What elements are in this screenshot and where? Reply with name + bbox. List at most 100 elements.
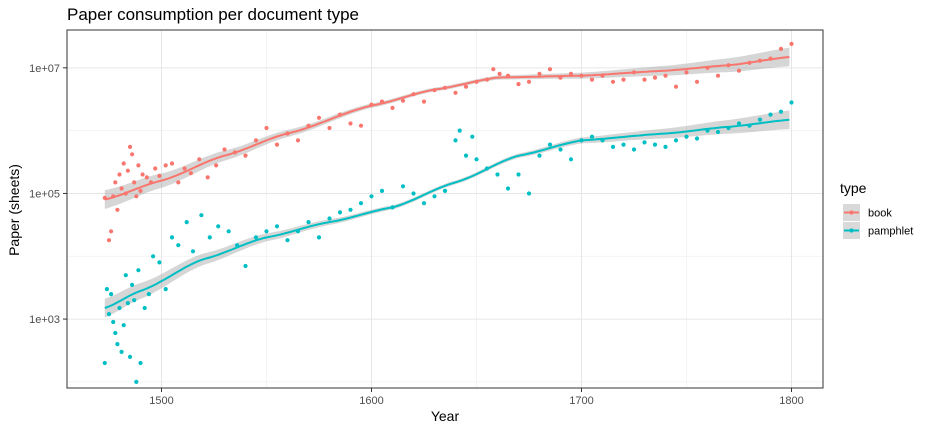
point-book	[134, 194, 139, 199]
point-pamphlet	[125, 301, 130, 306]
point-pamphlet	[457, 128, 462, 133]
point-pamphlet	[684, 134, 689, 139]
point-pamphlet	[176, 243, 181, 248]
legend-title: type	[840, 180, 867, 196]
point-book	[621, 77, 626, 82]
point-book	[127, 144, 133, 149]
point-book	[516, 82, 521, 87]
point-book	[144, 175, 149, 180]
point-book	[789, 41, 794, 47]
point-pamphlet	[109, 292, 114, 297]
point-pamphlet	[216, 224, 221, 229]
point-book	[642, 77, 647, 82]
point-pamphlet	[558, 147, 563, 152]
point-book	[264, 125, 269, 131]
point-pamphlet	[142, 305, 147, 311]
point-pamphlet	[184, 220, 189, 225]
point-book	[327, 125, 332, 131]
point-pamphlet	[190, 249, 196, 254]
point-book	[163, 163, 168, 168]
point-pamphlet	[379, 188, 385, 193]
point-pamphlet	[516, 172, 521, 177]
x-axis-title: Year	[431, 408, 460, 424]
axes: 1500 1600 1700 1800 1e+03 1e+05 1e+07	[29, 29, 824, 407]
point-pamphlet	[537, 153, 542, 158]
point-pamphlet	[119, 349, 124, 354]
point-pamphlet	[127, 354, 133, 359]
point-pamphlet	[432, 194, 437, 199]
point-book	[113, 180, 118, 185]
point-book	[421, 99, 427, 104]
point-pamphlet	[134, 379, 139, 384]
point-pamphlet	[694, 136, 700, 141]
point-pamphlet	[470, 134, 475, 139]
x-tick-label: 1500	[149, 395, 173, 407]
point-pamphlet	[151, 254, 156, 259]
point-book	[589, 77, 595, 82]
point-book	[176, 180, 181, 185]
point-book	[694, 79, 700, 84]
smooth-lines	[104, 56, 790, 309]
point-pamphlet	[132, 298, 137, 303]
point-book	[130, 152, 135, 157]
point-book	[778, 46, 784, 52]
point-pamphlet	[264, 229, 269, 234]
point-pamphlet	[421, 201, 427, 206]
smooth-bands	[104, 47, 790, 318]
point-pamphlet	[463, 153, 469, 158]
point-pamphlet	[226, 229, 231, 234]
point-book	[491, 67, 496, 72]
point-pamphlet	[306, 220, 311, 225]
y-axis-title: Paper (sheets)	[6, 164, 22, 256]
point-pamphlet	[285, 238, 290, 243]
point-pamphlet	[102, 360, 107, 366]
point-book	[153, 166, 158, 171]
point-book	[136, 163, 141, 168]
point-book	[169, 161, 175, 166]
point-book	[274, 142, 280, 147]
point-book	[197, 157, 202, 162]
point-book	[115, 207, 120, 212]
point-pamphlet	[757, 117, 763, 122]
point-pamphlet	[400, 184, 406, 189]
point-book	[610, 79, 616, 84]
point-book	[400, 98, 406, 103]
point-book	[547, 67, 553, 72]
legend-label: pamphlet	[868, 226, 913, 238]
point-pamphlet	[652, 142, 658, 147]
point-pamphlet	[113, 330, 118, 336]
point-pamphlet	[642, 140, 647, 145]
point-book	[214, 163, 219, 168]
point-book	[295, 138, 301, 143]
point-pamphlet	[715, 129, 721, 135]
point-pamphlet	[123, 273, 128, 278]
point-book	[348, 121, 353, 126]
point-pamphlet	[768, 112, 773, 117]
point-book	[222, 147, 227, 152]
point-book	[125, 168, 130, 173]
legend-item-pamphlet: pamphlet	[843, 222, 913, 239]
point-pamphlet	[274, 224, 280, 229]
point-pamphlet	[453, 138, 458, 143]
point-pamphlet	[117, 305, 122, 311]
y-tick-label: 1e+07	[29, 63, 60, 75]
point-pamphlet	[207, 235, 212, 240]
point-book	[117, 172, 122, 177]
point-book	[253, 138, 259, 143]
point-book	[497, 71, 502, 76]
point-pamphlet	[243, 263, 248, 269]
point-book	[243, 153, 248, 158]
point-pamphlet	[778, 109, 784, 114]
legend-label: book	[868, 208, 892, 220]
smooth-line-book	[104, 56, 790, 201]
point-book	[121, 161, 126, 166]
point-book	[463, 84, 469, 89]
point-pamphlet	[199, 213, 204, 218]
point-pamphlet	[136, 268, 141, 273]
chart-title: Paper consumption per document type	[67, 5, 359, 24]
confidence-band-book	[104, 47, 790, 209]
point-pamphlet	[104, 287, 109, 292]
point-pamphlet	[163, 287, 168, 292]
point-pamphlet	[369, 194, 374, 199]
